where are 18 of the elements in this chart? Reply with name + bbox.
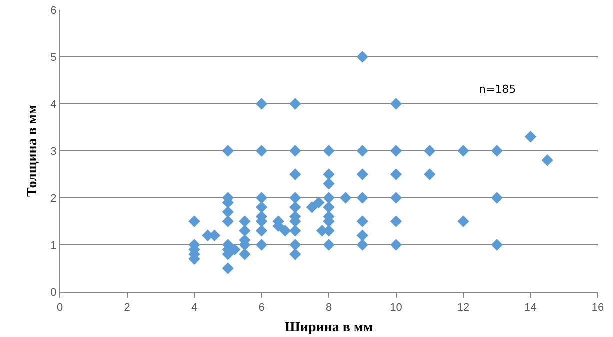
x-tick-label: 6	[258, 302, 265, 314]
y-tick-label: 3	[50, 146, 57, 158]
y-tick-label: 6	[50, 4, 57, 17]
y-tick-label: 4	[50, 98, 57, 111]
y-tick-label: 0	[50, 286, 57, 299]
annotation: n=185	[479, 83, 516, 96]
x-tick-label: 14	[524, 302, 537, 314]
y-tick-label: 1	[50, 240, 57, 252]
x-tick-label: 12	[457, 302, 470, 314]
y-tick-label: 2	[50, 192, 57, 205]
x-tick-label: 4	[191, 302, 198, 314]
x-tick-label: 16	[592, 302, 604, 314]
y-tick-label: 5	[50, 52, 57, 64]
x-tick-label: 2	[124, 302, 130, 314]
y-axis-title: Толщина в мм	[25, 104, 40, 197]
x-tick-label: 10	[390, 302, 402, 314]
x-tick-label: 8	[326, 302, 332, 314]
x-axis-title: Ширина в мм	[285, 320, 374, 336]
